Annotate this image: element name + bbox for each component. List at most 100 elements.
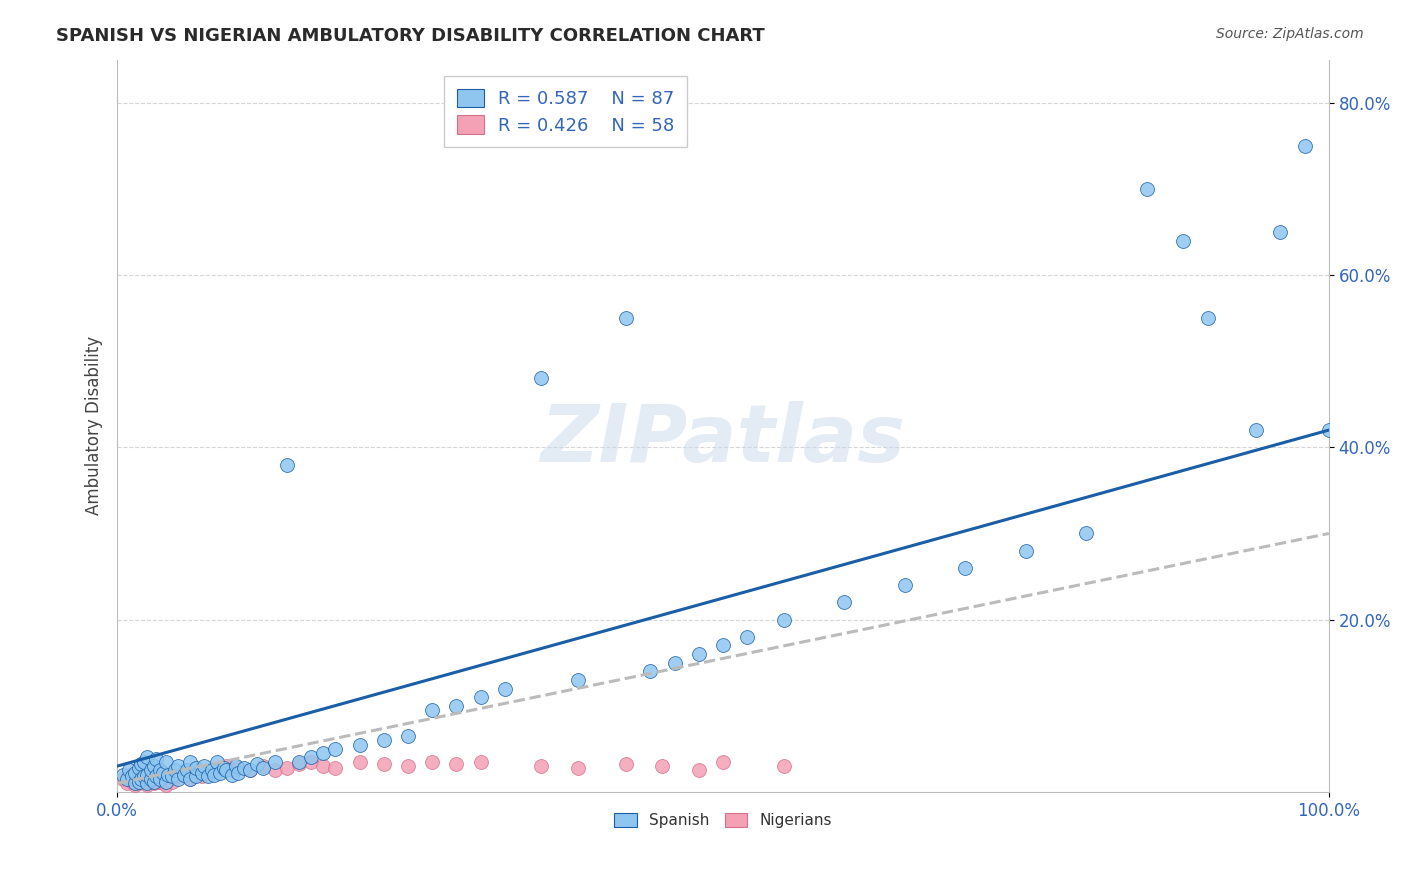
Point — [470, 690, 492, 705]
Point — [396, 729, 419, 743]
Point — [832, 595, 855, 609]
Point — [640, 665, 662, 679]
Point — [276, 761, 298, 775]
Point — [139, 774, 162, 789]
Point — [191, 769, 214, 783]
Point — [1076, 526, 1098, 541]
Point — [155, 774, 177, 789]
Point — [145, 769, 167, 783]
Point — [202, 768, 225, 782]
Point — [470, 755, 492, 769]
Point — [688, 647, 710, 661]
Text: SPANISH VS NIGERIAN AMBULATORY DISABILITY CORRELATION CHART: SPANISH VS NIGERIAN AMBULATORY DISABILIT… — [56, 27, 765, 45]
Point — [136, 768, 159, 782]
Point — [494, 681, 516, 696]
Point — [664, 656, 686, 670]
Point — [118, 764, 141, 778]
Point — [155, 769, 177, 783]
Point — [201, 764, 224, 778]
Point — [145, 772, 167, 786]
Point — [221, 768, 243, 782]
Point — [288, 757, 311, 772]
Point — [299, 750, 322, 764]
Point — [157, 772, 180, 786]
Point — [121, 769, 143, 783]
Point — [139, 764, 162, 778]
Point — [688, 764, 710, 778]
Point — [149, 766, 172, 780]
Point — [142, 774, 165, 789]
Point — [772, 613, 794, 627]
Point — [373, 733, 395, 747]
Point — [128, 774, 150, 789]
Point — [176, 764, 198, 778]
Point — [396, 759, 419, 773]
Point — [420, 755, 443, 769]
Point — [128, 776, 150, 790]
Point — [1173, 234, 1195, 248]
Point — [173, 766, 195, 780]
Point — [1136, 182, 1159, 196]
Point — [179, 772, 201, 786]
Point — [209, 766, 232, 780]
Point — [1244, 423, 1267, 437]
Point — [349, 738, 371, 752]
Point — [239, 764, 262, 778]
Point — [184, 769, 207, 783]
Point — [152, 766, 174, 780]
Point — [288, 755, 311, 769]
Point — [215, 764, 238, 778]
Point — [651, 759, 673, 773]
Point — [149, 772, 172, 786]
Point — [205, 755, 228, 769]
Point — [152, 776, 174, 790]
Legend: Spanish, Nigerians: Spanish, Nigerians — [606, 805, 839, 836]
Point — [711, 639, 734, 653]
Point — [124, 776, 146, 790]
Point — [149, 774, 172, 789]
Point — [530, 371, 553, 385]
Point — [252, 759, 274, 773]
Point — [124, 766, 146, 780]
Point — [132, 769, 155, 783]
Point — [157, 768, 180, 782]
Point — [239, 764, 262, 778]
Point — [131, 772, 153, 786]
Point — [1015, 543, 1038, 558]
Point — [228, 766, 250, 780]
Point — [149, 764, 172, 778]
Point — [614, 757, 637, 772]
Point — [155, 778, 177, 792]
Point — [252, 761, 274, 775]
Point — [142, 759, 165, 773]
Point — [121, 774, 143, 789]
Point — [209, 761, 232, 775]
Point — [139, 772, 162, 786]
Point — [1197, 311, 1219, 326]
Point — [136, 750, 159, 764]
Point — [112, 772, 135, 786]
Point — [893, 578, 915, 592]
Point — [136, 776, 159, 790]
Point — [165, 768, 187, 782]
Point — [202, 764, 225, 778]
Point — [233, 761, 256, 775]
Point — [193, 759, 215, 773]
Point — [711, 755, 734, 769]
Point — [323, 761, 346, 775]
Point — [179, 755, 201, 769]
Point — [179, 772, 201, 786]
Point — [128, 766, 150, 780]
Point — [263, 764, 285, 778]
Point — [132, 755, 155, 769]
Point — [166, 769, 188, 783]
Point — [1317, 423, 1340, 437]
Point — [446, 698, 468, 713]
Point — [132, 772, 155, 786]
Point — [312, 759, 335, 773]
Point — [323, 742, 346, 756]
Point — [155, 755, 177, 769]
Point — [614, 311, 637, 326]
Point — [772, 759, 794, 773]
Point — [221, 764, 243, 778]
